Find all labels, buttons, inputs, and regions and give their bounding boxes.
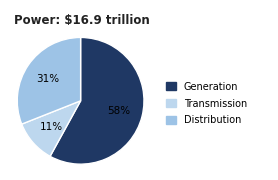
Text: Power: $16.9 trillion: Power: $16.9 trillion (14, 14, 150, 27)
Wedge shape (17, 37, 81, 124)
Text: 31%: 31% (37, 74, 60, 84)
Text: 11%: 11% (39, 122, 63, 132)
Wedge shape (22, 101, 81, 156)
Text: 58%: 58% (107, 105, 130, 116)
Wedge shape (50, 37, 144, 164)
Legend: Generation, Transmission, Distribution: Generation, Transmission, Distribution (166, 82, 247, 125)
